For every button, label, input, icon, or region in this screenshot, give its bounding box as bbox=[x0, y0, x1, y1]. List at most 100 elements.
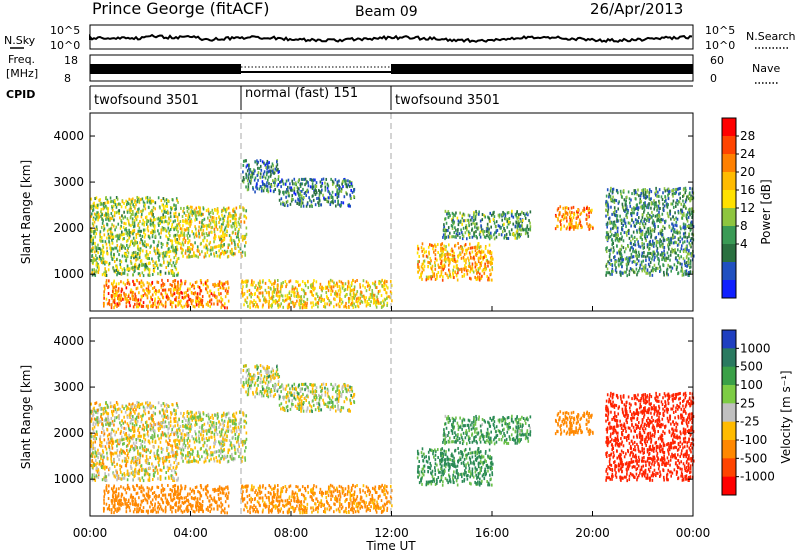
power-cell bbox=[668, 247, 670, 251]
power-cell bbox=[386, 303, 388, 307]
power-cell bbox=[367, 281, 369, 285]
power-cell bbox=[168, 250, 171, 254]
power-cell bbox=[194, 218, 196, 222]
power-cell bbox=[605, 200, 607, 204]
power-cell bbox=[114, 293, 117, 297]
power-cell bbox=[280, 293, 283, 297]
power-cell bbox=[346, 285, 349, 289]
power-cell bbox=[201, 250, 203, 254]
power-cell bbox=[115, 282, 118, 286]
power-cell bbox=[184, 279, 187, 283]
power-cell bbox=[675, 230, 677, 234]
power-cell bbox=[120, 280, 122, 284]
power-cell bbox=[388, 295, 390, 299]
power-cell bbox=[112, 204, 115, 208]
power-cell bbox=[307, 190, 309, 194]
power-cell bbox=[431, 275, 434, 279]
power-cell bbox=[690, 254, 693, 258]
power-cell bbox=[274, 187, 277, 191]
power-cell bbox=[651, 221, 654, 225]
power-cell bbox=[576, 216, 578, 220]
power-cell bbox=[672, 224, 674, 228]
power-cell bbox=[383, 301, 385, 305]
power-cell bbox=[173, 282, 176, 286]
power-cell bbox=[692, 254, 695, 258]
power-cell bbox=[148, 257, 151, 261]
power-cell bbox=[463, 244, 466, 248]
power-cell bbox=[455, 234, 457, 238]
power-cell bbox=[105, 273, 108, 277]
power-cell bbox=[225, 210, 227, 214]
power-cell bbox=[616, 238, 619, 242]
power-cell bbox=[446, 252, 449, 256]
power-cell bbox=[199, 301, 202, 305]
power-cell bbox=[641, 267, 643, 271]
power-cell bbox=[161, 252, 164, 256]
power-cell bbox=[691, 241, 693, 245]
power-cell bbox=[479, 272, 481, 276]
power-cell bbox=[193, 284, 195, 288]
power-cell bbox=[457, 223, 460, 227]
power-cell bbox=[112, 283, 114, 287]
power-cell bbox=[338, 187, 340, 191]
power-cell bbox=[122, 271, 124, 275]
power-cell bbox=[486, 227, 489, 231]
power-cell bbox=[473, 215, 475, 219]
power-cell bbox=[659, 230, 662, 234]
power-cell bbox=[686, 239, 689, 243]
power-cell bbox=[628, 221, 631, 225]
power-cell bbox=[606, 204, 608, 208]
power-cell bbox=[608, 261, 611, 265]
power-cell bbox=[640, 233, 642, 237]
power-cell bbox=[132, 232, 134, 236]
power-cell bbox=[304, 303, 306, 307]
power-cell bbox=[443, 227, 446, 231]
power-cell bbox=[119, 259, 121, 263]
power-cell bbox=[145, 243, 148, 247]
power-cell bbox=[334, 290, 337, 294]
power-cell bbox=[647, 229, 650, 233]
power-cell bbox=[350, 188, 352, 192]
power-cell bbox=[444, 217, 447, 221]
power-cell bbox=[168, 221, 170, 225]
power-cell bbox=[311, 205, 313, 209]
power-cell bbox=[259, 281, 262, 285]
power-cell bbox=[462, 219, 464, 223]
power-cell bbox=[222, 238, 224, 242]
power-cell bbox=[367, 303, 369, 307]
power-cell bbox=[118, 248, 121, 252]
power-cell bbox=[646, 195, 649, 199]
power-cell bbox=[327, 280, 330, 284]
power-cell bbox=[315, 303, 317, 307]
power-cell bbox=[226, 222, 229, 226]
power-cell bbox=[569, 213, 572, 217]
power-cell bbox=[356, 300, 359, 304]
power-cell bbox=[164, 229, 167, 233]
power-cell bbox=[177, 300, 179, 304]
power-cell bbox=[437, 271, 440, 275]
power-cell bbox=[690, 223, 692, 227]
power-cell bbox=[100, 214, 102, 218]
power-cell bbox=[483, 271, 486, 275]
power-cell bbox=[605, 247, 607, 251]
power-cell bbox=[213, 230, 216, 234]
power-cell bbox=[189, 220, 192, 224]
power-cell bbox=[430, 259, 432, 263]
power-cell bbox=[153, 218, 155, 222]
power-cell bbox=[353, 288, 356, 292]
power-cell bbox=[484, 235, 487, 239]
power-cell bbox=[690, 237, 693, 241]
power-cell bbox=[448, 259, 450, 263]
power-cell bbox=[672, 235, 675, 239]
power-cell bbox=[608, 195, 610, 199]
power-cell bbox=[300, 196, 303, 200]
power-cell bbox=[336, 196, 339, 200]
power-cell bbox=[119, 216, 121, 220]
power-cell bbox=[245, 185, 247, 189]
power-cell bbox=[448, 270, 451, 274]
power-cell bbox=[110, 246, 112, 250]
power-cell bbox=[381, 284, 384, 288]
power-cell bbox=[649, 197, 651, 201]
power-cell bbox=[206, 251, 209, 255]
power-cell bbox=[126, 264, 129, 268]
